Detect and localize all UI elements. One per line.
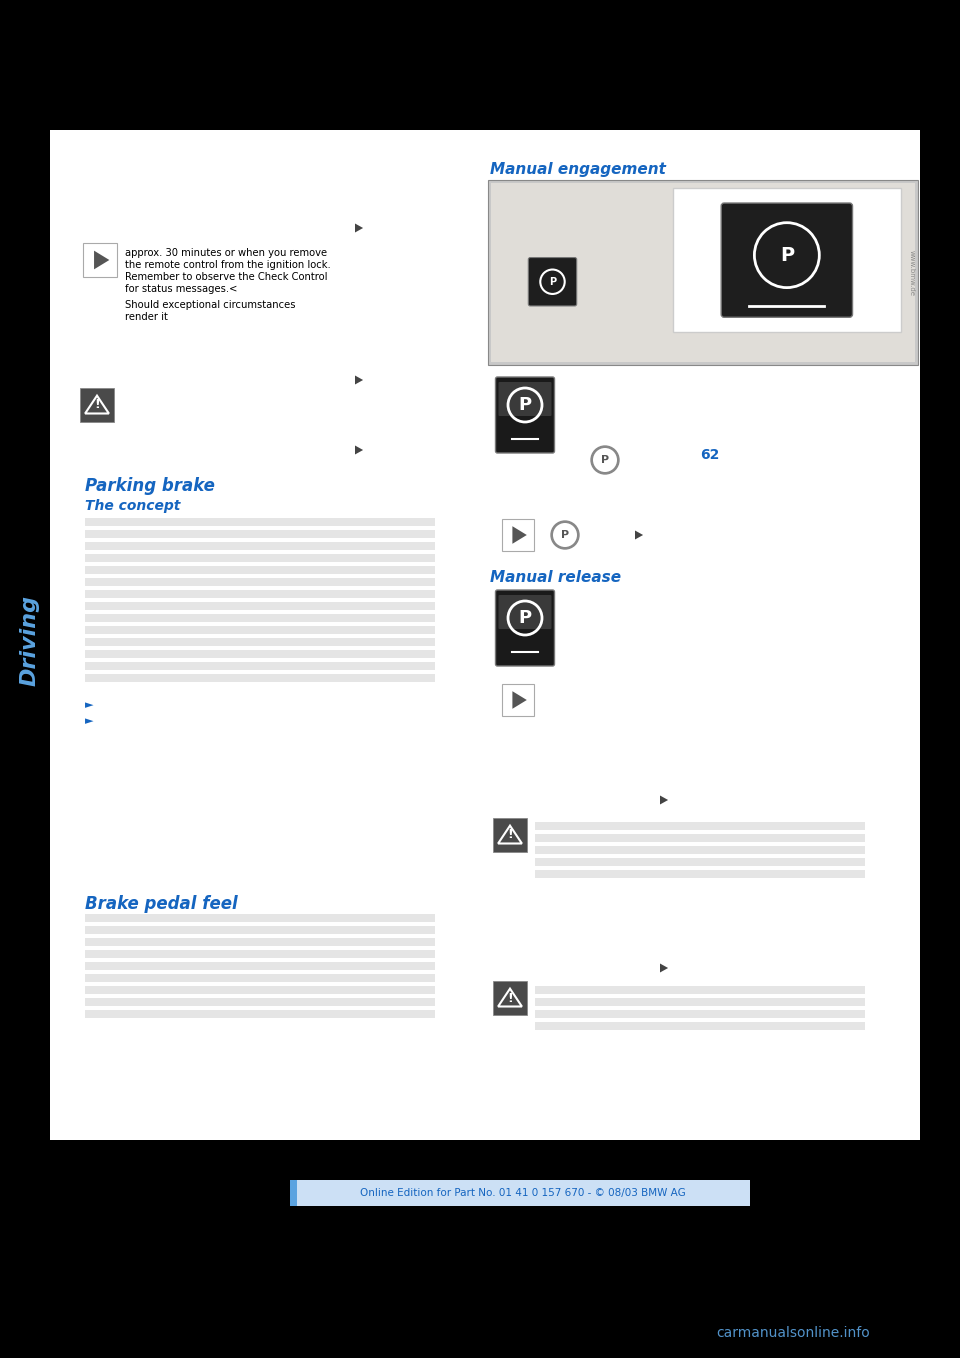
Circle shape — [593, 448, 617, 473]
Text: Brake pedal feel: Brake pedal feel — [85, 895, 238, 913]
Text: carmanualsonline.info: carmanualsonline.info — [716, 1325, 870, 1340]
Text: Manual release: Manual release — [490, 570, 621, 585]
Bar — [85, 998, 435, 1006]
Bar — [85, 926, 435, 934]
Text: Remember to observe the Check Control: Remember to observe the Check Control — [125, 272, 327, 282]
Bar — [85, 554, 435, 562]
Bar — [535, 998, 865, 1006]
Text: P: P — [518, 397, 532, 414]
Text: ►: ► — [85, 699, 93, 710]
Bar — [85, 614, 435, 622]
Text: !: ! — [94, 398, 100, 411]
Text: P: P — [601, 455, 609, 464]
Bar — [85, 579, 435, 587]
Text: Online Edition for Part No. 01 41 0 157 670 - © 08/03 BMW AG: Online Edition for Part No. 01 41 0 157 … — [360, 1188, 685, 1198]
Text: Parking brake: Parking brake — [85, 477, 215, 496]
Bar — [85, 974, 435, 982]
FancyBboxPatch shape — [495, 589, 555, 665]
Text: The concept: The concept — [85, 498, 180, 513]
Polygon shape — [513, 526, 527, 543]
Bar — [85, 674, 435, 682]
Bar — [85, 626, 435, 634]
Bar — [83, 243, 117, 277]
Text: Should exceptional circumstances: Should exceptional circumstances — [125, 300, 296, 310]
Bar — [85, 951, 435, 957]
Text: P: P — [549, 277, 556, 287]
Bar — [535, 870, 865, 879]
Bar — [85, 914, 435, 922]
Text: !: ! — [507, 828, 513, 842]
Circle shape — [553, 523, 577, 547]
Polygon shape — [355, 445, 363, 455]
Circle shape — [591, 445, 619, 474]
Bar — [290, 1180, 297, 1206]
Bar — [535, 1023, 865, 1029]
Bar — [535, 846, 865, 854]
Polygon shape — [660, 796, 668, 804]
Bar — [535, 986, 865, 994]
Polygon shape — [355, 224, 363, 232]
Bar — [85, 938, 435, 947]
Bar — [488, 181, 918, 365]
Bar — [85, 650, 435, 659]
Bar — [85, 589, 435, 598]
Bar — [535, 858, 865, 866]
Bar — [535, 1010, 865, 1018]
Polygon shape — [660, 963, 668, 972]
Bar — [85, 517, 435, 526]
Bar — [493, 818, 527, 851]
Bar — [50, 130, 920, 1139]
Bar — [85, 602, 435, 610]
Text: 62: 62 — [700, 448, 719, 462]
FancyBboxPatch shape — [495, 378, 555, 454]
Text: approx. 30 minutes or when you remove: approx. 30 minutes or when you remove — [125, 249, 327, 258]
Text: render it: render it — [125, 312, 168, 322]
Bar — [85, 638, 435, 646]
Bar — [85, 566, 435, 574]
Polygon shape — [513, 691, 527, 709]
Bar — [493, 980, 527, 1014]
Bar — [502, 684, 534, 716]
Bar — [535, 834, 865, 842]
Text: P: P — [780, 246, 794, 265]
Bar — [85, 986, 435, 994]
Bar — [85, 1010, 435, 1018]
Polygon shape — [355, 376, 363, 384]
Bar — [85, 661, 435, 669]
Text: Driving: Driving — [20, 595, 40, 686]
Bar — [85, 961, 435, 970]
Text: P: P — [518, 608, 532, 627]
Text: ►: ► — [85, 716, 93, 727]
FancyBboxPatch shape — [498, 382, 551, 416]
FancyBboxPatch shape — [528, 258, 577, 306]
Polygon shape — [94, 251, 109, 269]
Text: for status messages.<: for status messages.< — [125, 284, 237, 293]
Bar — [673, 187, 900, 333]
Polygon shape — [635, 531, 643, 539]
Text: !: ! — [507, 991, 513, 1005]
Bar — [535, 822, 865, 830]
FancyBboxPatch shape — [721, 204, 852, 318]
Bar — [502, 519, 534, 551]
Bar — [80, 388, 114, 422]
Text: www.bmw.de: www.bmw.de — [909, 250, 915, 296]
Bar — [85, 542, 435, 550]
Bar — [85, 530, 435, 538]
Bar — [491, 183, 915, 363]
Text: Manual engagement: Manual engagement — [490, 162, 666, 177]
Circle shape — [551, 521, 579, 549]
Bar — [297, 1180, 750, 1206]
Text: the remote control from the ignition lock.: the remote control from the ignition loc… — [125, 259, 331, 270]
Text: P: P — [561, 530, 569, 540]
FancyBboxPatch shape — [498, 595, 551, 629]
Bar — [491, 183, 915, 363]
